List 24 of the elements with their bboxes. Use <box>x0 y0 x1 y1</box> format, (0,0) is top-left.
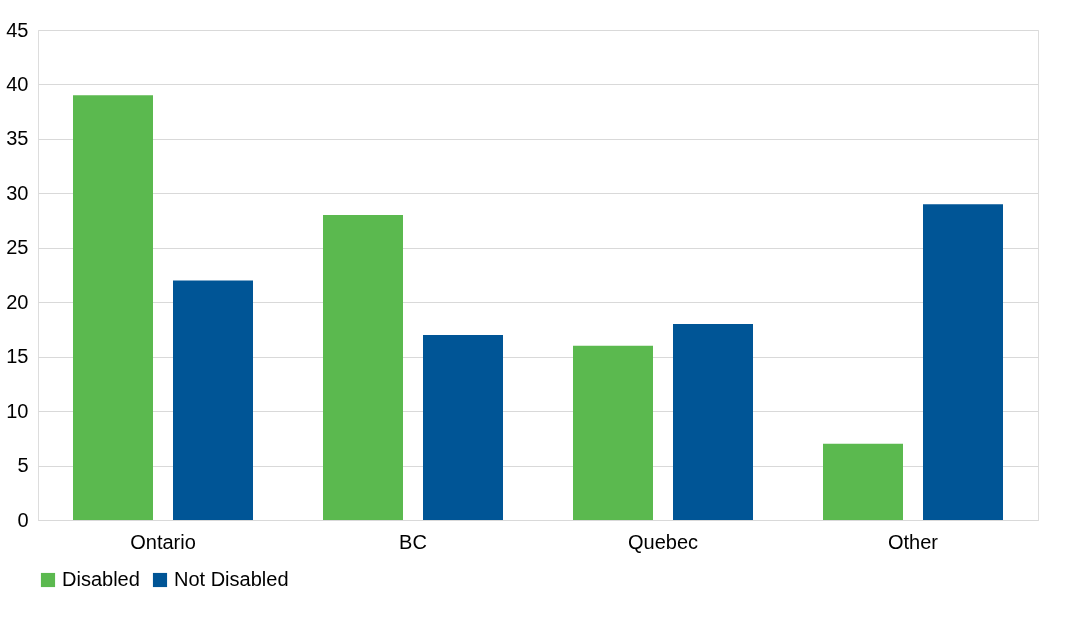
y-tick-label: 5 <box>17 454 29 477</box>
x-tick-label: Ontario <box>130 530 196 553</box>
y-tick-label: 35 <box>6 127 29 150</box>
y-tick-label: 40 <box>6 72 29 95</box>
x-tick-label: Other <box>887 530 939 553</box>
y-tick-label: 45 <box>6 18 29 41</box>
y-tick-label: 30 <box>6 181 29 204</box>
y-tick-label: 20 <box>6 290 29 313</box>
bar <box>323 215 403 520</box>
bar <box>823 443 903 520</box>
bar <box>73 95 153 520</box>
bar <box>173 280 253 520</box>
bar <box>673 324 753 520</box>
y-tick-label: 15 <box>6 345 29 368</box>
legend-label: Not Disabled <box>174 568 289 590</box>
bar <box>423 334 503 520</box>
bar <box>923 204 1003 520</box>
x-tick-label: BC <box>399 530 427 553</box>
y-tick-label: 25 <box>6 236 29 259</box>
x-tick-label: Quebec <box>627 530 699 553</box>
y-tick-label: 0 <box>17 508 29 531</box>
legend-label: Disabled <box>62 568 140 590</box>
y-tick-label: 10 <box>6 399 29 422</box>
bar <box>573 345 653 520</box>
